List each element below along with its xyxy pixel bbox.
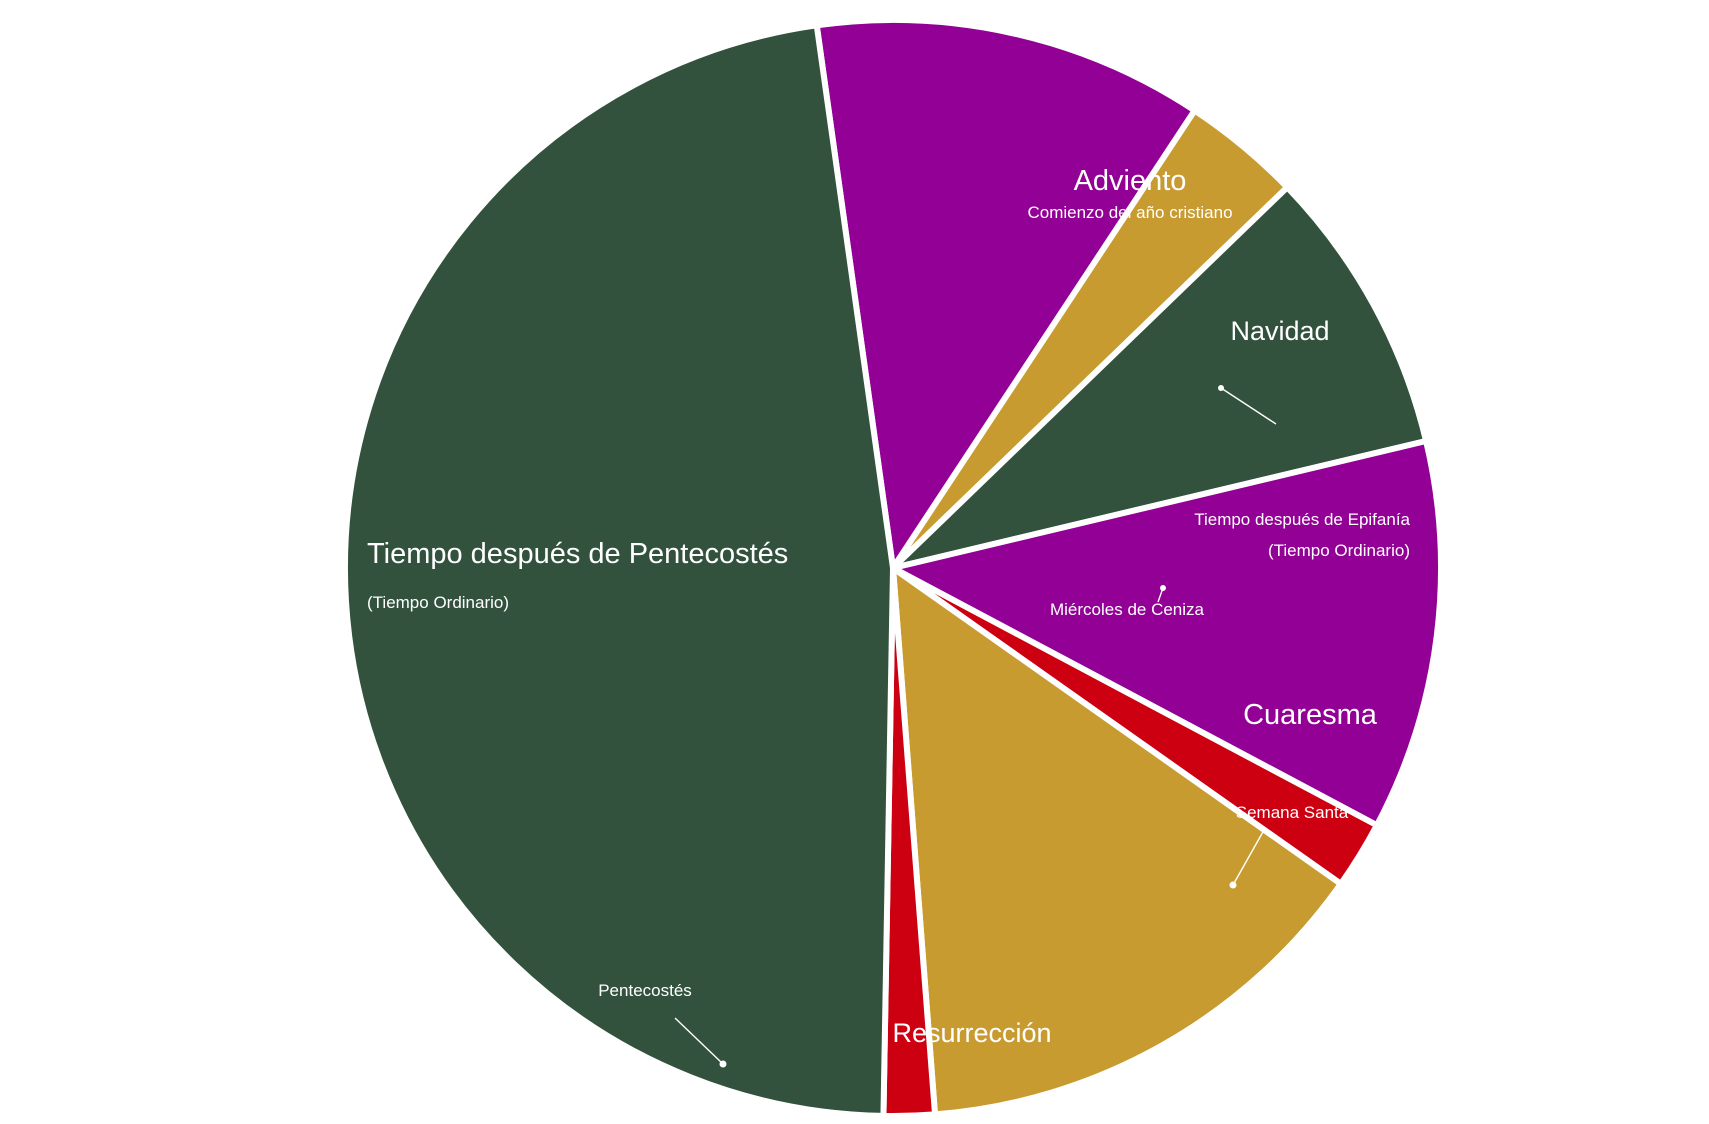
slice-adviento <box>813 16 1198 571</box>
slice-tiempo-despues-de-epifania <box>890 184 1430 571</box>
label-epifania: Tiempo después de Epifanía <box>1194 510 1410 529</box>
label-epifania-subtitle: (Tiempo Ordinario) <box>1268 541 1410 560</box>
slice-resurreccion <box>890 565 1344 1118</box>
ceniza-leader-dot <box>1160 585 1166 591</box>
label-tiempo-despues-de-pentecostes: Tiempo después de Pentecostés <box>367 538 788 570</box>
navidad-leader-dot <box>1218 385 1224 391</box>
label-cuaresma: Cuaresma <box>1243 699 1378 731</box>
slice-tiempo-despues-de-pentecostes <box>341 22 896 1119</box>
label-miercoles-de-ceniza: Miércoles de Ceniza <box>1050 600 1205 619</box>
label-semana-santa: Semana Santa <box>1236 803 1349 822</box>
pie-slices <box>341 16 1444 1119</box>
semana-santa-leader-line <box>1232 829 1265 886</box>
label-tiempo-despues-de-pentecostes-subtitle: (Tiempo Ordinario) <box>367 593 509 612</box>
pentecostes-leader-dot <box>719 1060 727 1068</box>
label-pentecostes: Pentecostés <box>598 981 692 1000</box>
label-adviento-subtitle: Comienzo del año cristiano <box>1027 203 1232 222</box>
slice-cuaresma <box>890 438 1444 829</box>
pentecostes-leader-line <box>674 1017 724 1065</box>
label-resurreccion: Resurrección <box>892 1018 1051 1048</box>
semana-santa-leader-dot <box>1229 881 1237 889</box>
label-navidad: Navidad <box>1230 316 1329 346</box>
navidad-leader-line <box>1220 387 1277 425</box>
label-adviento: Adviento <box>1074 165 1187 197</box>
